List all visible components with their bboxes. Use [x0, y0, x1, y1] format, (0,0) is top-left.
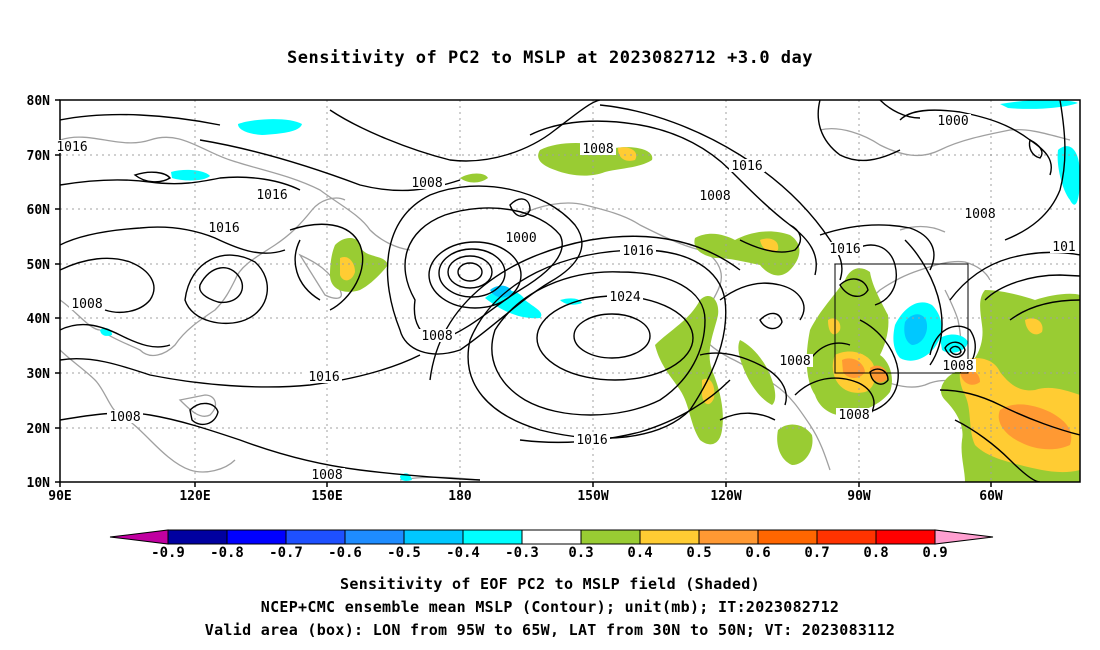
lat-tick-label: 30N [27, 367, 51, 382]
caption-line-1: Sensitivity of EOF PC2 to MSLP field (Sh… [340, 575, 760, 593]
contour-label: 1000 [505, 231, 536, 246]
lat-tick-label: 60N [27, 203, 51, 218]
colorbar-label: -0.4 [446, 545, 480, 561]
colorbar-swatch [403, 529, 464, 545]
contour-label: 1016 [576, 433, 607, 448]
contour-label: 1008 [311, 468, 342, 483]
lat-tick-label: 50N [27, 258, 51, 273]
contour-label: 1016 [208, 221, 239, 236]
contour-label: 1008 [699, 189, 730, 204]
lat-tick-labels: 80N 70N 60N 50N 40N 30N 20N 10N [27, 94, 60, 491]
plot-frame [59, 99, 1081, 483]
colorbar-swatch [167, 529, 228, 545]
map-title: Sensitivity of PC2 to MSLP at 2023082712… [286, 48, 813, 68]
colorbar-end-low [109, 529, 169, 545]
colorbar-swatch [462, 529, 523, 545]
contour-label: 1016 [829, 242, 860, 257]
contour-label: 1008 [109, 410, 140, 425]
lat-lon-grid [60, 100, 1080, 482]
colorbar-swatch [639, 529, 700, 545]
contour-label: 1016 [56, 140, 87, 155]
colorbar-label: -0.6 [328, 545, 362, 561]
colorbar-label: 0.7 [804, 545, 829, 561]
colorbar-end-high [934, 529, 994, 545]
colorbar-label: -0.7 [269, 545, 303, 561]
contour-label: 1008 [942, 359, 973, 374]
lon-tick-label: 150E [311, 489, 342, 504]
lon-tick-label: 120E [179, 489, 210, 504]
contour-labels: 1016101610161008100810161008100810081000… [54, 114, 1078, 483]
colorbar-swatch [285, 529, 346, 545]
colorbar-swatch [344, 529, 405, 545]
colorbar-label: -0.5 [387, 545, 421, 561]
mslp-contours [60, 100, 1080, 482]
colorbar-swatch [757, 529, 818, 545]
colorbar-label: 0.3 [568, 545, 593, 561]
lon-tick-label: 150W [577, 489, 608, 504]
colorbar-swatch [226, 529, 287, 545]
colorbar-label: 0.8 [863, 545, 888, 561]
valid-area-box [834, 263, 969, 374]
lon-tick-label: 90W [847, 489, 871, 504]
contour-label: 1016 [308, 370, 339, 385]
caption-line-3: Valid area (box): LON from 95W to 65W, L… [204, 621, 896, 639]
lat-tick-label: 80N [27, 94, 51, 109]
contour-label: 1008 [582, 142, 613, 157]
contour-label: 1008 [779, 354, 810, 369]
contour-label: 1008 [411, 176, 442, 191]
lon-tick-label: 60W [979, 489, 1003, 504]
lon-tick-label: 90E [48, 489, 71, 504]
lon-tick-label: 120W [710, 489, 741, 504]
colorbar-label: -0.9 [151, 545, 185, 561]
caption-line-2: NCEP+CMC ensemble mean MSLP (Contour); u… [260, 598, 840, 616]
contour-label: 1008 [421, 329, 452, 344]
lat-tick-label: 70N [27, 149, 51, 164]
colorbar: -0.9 -0.8 -0.7 -0.6 -0.5 -0.4 -0.3 0.3 0.4 0.5 0.6… [109, 529, 994, 561]
lat-tick-label: 10N [27, 476, 51, 491]
lon-tick-label: 180 [448, 489, 472, 504]
lon-tick-labels: 90E 120E 150E 180 150W 120W 90W 60W [48, 482, 1003, 504]
colorbar-label: 0.6 [745, 545, 770, 561]
colorbar-label: 0.5 [686, 545, 711, 561]
contour-label: 1016 [622, 244, 653, 259]
lat-tick-label: 40N [27, 312, 51, 327]
colorbar-swatch [698, 529, 759, 545]
colorbar-label: 0.9 [922, 545, 947, 561]
contour-label: 1008 [838, 408, 869, 423]
colorbar-swatch [816, 529, 877, 545]
contour-label: 1016 [256, 188, 287, 203]
contour-label: 1008 [71, 297, 102, 312]
colorbar-label: -0.3 [505, 545, 539, 561]
colorbar-swatch [521, 529, 582, 545]
colorbar-label: -0.8 [210, 545, 244, 561]
contour-label: 1016 [731, 159, 762, 174]
colorbar-swatch [580, 529, 641, 545]
colorbar-label: 0.4 [627, 545, 652, 561]
contour-label: 101 [1052, 240, 1075, 255]
contour-label: 1008 [964, 207, 995, 222]
colorbar-swatch [875, 529, 936, 545]
contour-label: 1000 [937, 114, 968, 129]
contour-label: 1024 [609, 290, 640, 305]
lat-tick-label: 20N [27, 422, 51, 437]
